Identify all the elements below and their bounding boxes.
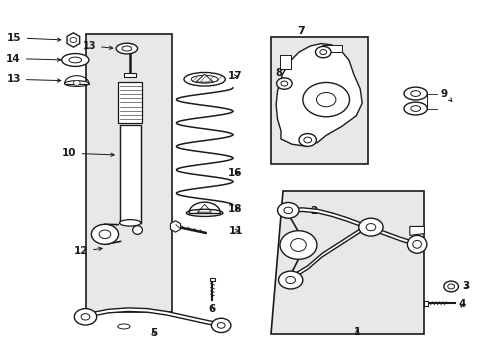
Polygon shape bbox=[170, 221, 180, 232]
Text: 8: 8 bbox=[275, 68, 287, 78]
Text: 4: 4 bbox=[458, 299, 465, 309]
Ellipse shape bbox=[403, 102, 427, 115]
Circle shape bbox=[315, 46, 330, 58]
Ellipse shape bbox=[64, 81, 89, 86]
Ellipse shape bbox=[191, 75, 218, 83]
Circle shape bbox=[81, 314, 90, 320]
Circle shape bbox=[285, 276, 295, 284]
Ellipse shape bbox=[119, 220, 141, 226]
Ellipse shape bbox=[280, 231, 316, 259]
Text: 15: 15 bbox=[7, 33, 61, 43]
Ellipse shape bbox=[183, 72, 225, 86]
Text: 5: 5 bbox=[150, 328, 157, 338]
Circle shape bbox=[73, 80, 80, 85]
Circle shape bbox=[302, 82, 349, 117]
Ellipse shape bbox=[410, 106, 420, 111]
Polygon shape bbox=[276, 44, 362, 146]
Circle shape bbox=[303, 137, 311, 143]
Bar bbox=[86, 33, 171, 312]
Circle shape bbox=[91, 224, 118, 244]
Circle shape bbox=[319, 50, 326, 55]
Text: 3: 3 bbox=[461, 282, 468, 292]
Ellipse shape bbox=[407, 235, 426, 253]
Text: 2: 2 bbox=[309, 206, 317, 216]
Ellipse shape bbox=[410, 91, 420, 96]
Ellipse shape bbox=[118, 324, 130, 329]
Ellipse shape bbox=[447, 284, 454, 289]
Text: 9: 9 bbox=[440, 89, 451, 101]
Circle shape bbox=[217, 323, 224, 328]
Text: 6: 6 bbox=[208, 304, 216, 314]
Circle shape bbox=[99, 230, 111, 239]
Polygon shape bbox=[409, 226, 424, 235]
Ellipse shape bbox=[290, 239, 305, 251]
Text: 18: 18 bbox=[227, 203, 242, 213]
Text: 1: 1 bbox=[353, 327, 360, 337]
Ellipse shape bbox=[443, 281, 458, 292]
Bar bbox=[424, 301, 427, 306]
Ellipse shape bbox=[403, 87, 427, 100]
Circle shape bbox=[316, 93, 335, 107]
Circle shape bbox=[298, 134, 316, 147]
Polygon shape bbox=[196, 74, 213, 82]
Ellipse shape bbox=[412, 240, 421, 248]
Text: 7: 7 bbox=[296, 26, 304, 36]
Bar bbox=[322, 45, 341, 52]
Circle shape bbox=[276, 78, 291, 89]
Ellipse shape bbox=[61, 54, 89, 66]
Text: 16: 16 bbox=[227, 168, 242, 178]
Ellipse shape bbox=[122, 46, 131, 51]
Text: 10: 10 bbox=[62, 148, 114, 158]
Bar bbox=[209, 278, 214, 281]
Text: 13: 13 bbox=[6, 74, 61, 84]
Circle shape bbox=[278, 271, 302, 289]
Text: 11: 11 bbox=[228, 226, 243, 236]
Ellipse shape bbox=[69, 57, 81, 63]
Ellipse shape bbox=[132, 226, 142, 234]
Polygon shape bbox=[285, 226, 370, 282]
Circle shape bbox=[74, 309, 97, 325]
Text: 17: 17 bbox=[227, 71, 242, 81]
Polygon shape bbox=[271, 191, 424, 334]
Circle shape bbox=[358, 218, 382, 236]
Ellipse shape bbox=[116, 43, 137, 54]
Bar bbox=[280, 55, 290, 69]
Bar bbox=[118, 82, 142, 123]
Text: 13: 13 bbox=[82, 41, 113, 51]
Circle shape bbox=[366, 224, 375, 231]
Text: 14: 14 bbox=[6, 54, 61, 64]
Bar bbox=[124, 73, 136, 77]
Polygon shape bbox=[281, 208, 416, 246]
Circle shape bbox=[277, 203, 298, 218]
Polygon shape bbox=[67, 33, 80, 47]
Ellipse shape bbox=[186, 209, 223, 216]
Circle shape bbox=[70, 37, 77, 42]
Circle shape bbox=[284, 207, 292, 213]
Bar bbox=[271, 37, 368, 164]
Circle shape bbox=[281, 81, 287, 86]
Polygon shape bbox=[84, 308, 222, 327]
Circle shape bbox=[211, 318, 230, 333]
Text: 12: 12 bbox=[73, 247, 102, 256]
Bar bbox=[119, 125, 141, 223]
